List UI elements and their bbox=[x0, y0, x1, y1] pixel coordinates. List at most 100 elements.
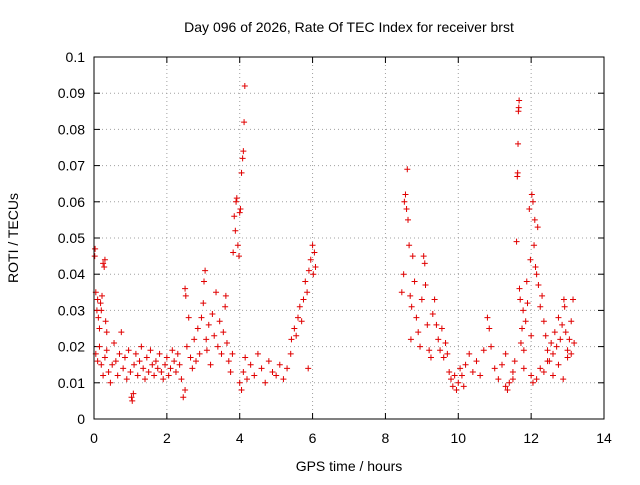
data-point bbox=[564, 347, 571, 354]
data-point bbox=[160, 376, 167, 383]
data-point bbox=[438, 325, 445, 332]
data-point bbox=[125, 347, 132, 354]
y-tick-label: 0.01 bbox=[58, 375, 85, 391]
data-point bbox=[539, 292, 546, 299]
data-point bbox=[433, 321, 440, 328]
data-point bbox=[523, 278, 530, 285]
data-point bbox=[562, 329, 569, 336]
data-point bbox=[236, 379, 243, 386]
data-point bbox=[544, 347, 551, 354]
y-tick-label: 0.09 bbox=[58, 85, 85, 101]
data-point bbox=[189, 365, 196, 372]
data-point bbox=[509, 376, 516, 383]
data-point bbox=[120, 365, 127, 372]
data-point bbox=[254, 350, 261, 357]
data-point bbox=[442, 339, 449, 346]
data-point bbox=[411, 278, 418, 285]
data-point bbox=[406, 242, 413, 249]
data-point bbox=[198, 314, 205, 321]
data-point bbox=[296, 303, 303, 310]
data-point bbox=[403, 206, 410, 213]
data-point bbox=[302, 278, 309, 285]
data-point bbox=[453, 387, 460, 394]
data-point bbox=[202, 267, 209, 274]
data-point bbox=[502, 350, 509, 357]
data-point bbox=[220, 329, 227, 336]
x-tick-label: 4 bbox=[236, 430, 244, 446]
data-point bbox=[174, 350, 181, 357]
data-point bbox=[529, 379, 536, 386]
data-point bbox=[230, 249, 237, 256]
x-tick-label: 8 bbox=[382, 430, 390, 446]
y-tick-label: 0.06 bbox=[58, 194, 85, 210]
x-tick-label: 0 bbox=[90, 430, 98, 446]
data-point bbox=[532, 263, 539, 270]
data-point bbox=[238, 387, 245, 394]
data-point bbox=[151, 372, 158, 379]
data-point bbox=[152, 358, 159, 365]
data-point bbox=[550, 350, 556, 357]
chart-title: Day 096 of 2026, Rate Of TEC Index for r… bbox=[184, 19, 514, 35]
data-point bbox=[424, 321, 431, 328]
data-point bbox=[509, 368, 516, 375]
data-point bbox=[401, 198, 408, 205]
data-point bbox=[100, 372, 107, 379]
data-point bbox=[477, 372, 484, 379]
data-point bbox=[517, 296, 524, 303]
data-point bbox=[435, 336, 442, 343]
data-point bbox=[92, 245, 99, 252]
data-point bbox=[105, 368, 112, 375]
data-point bbox=[528, 332, 535, 339]
data-point bbox=[191, 336, 198, 343]
y-tick-label: 0.04 bbox=[58, 266, 85, 282]
data-point bbox=[180, 394, 187, 401]
data-point bbox=[405, 216, 412, 223]
data-point bbox=[455, 379, 462, 386]
data-point bbox=[418, 296, 425, 303]
data-point bbox=[533, 271, 540, 278]
data-point bbox=[114, 372, 121, 379]
data-point bbox=[232, 227, 239, 234]
data-point bbox=[568, 350, 575, 357]
data-point bbox=[480, 347, 487, 354]
y-tick-label: 0.1 bbox=[66, 49, 86, 65]
data-point bbox=[284, 365, 291, 372]
y-tick-label: 0 bbox=[77, 411, 85, 427]
data-point bbox=[533, 376, 540, 383]
data-point bbox=[273, 372, 280, 379]
data-point bbox=[312, 263, 319, 270]
data-point bbox=[429, 311, 436, 318]
data-point bbox=[156, 350, 163, 357]
data-point bbox=[129, 397, 136, 404]
data-point bbox=[131, 361, 138, 368]
data-point bbox=[182, 292, 189, 299]
data-point bbox=[165, 372, 172, 379]
data-point bbox=[134, 372, 141, 379]
data-point bbox=[415, 329, 422, 336]
data-point bbox=[566, 336, 573, 343]
data-point bbox=[444, 350, 451, 357]
data-point bbox=[118, 329, 125, 336]
data-point bbox=[123, 376, 130, 383]
data-point bbox=[213, 289, 220, 296]
data-point bbox=[458, 372, 465, 379]
data-point bbox=[310, 271, 317, 278]
x-axis-label: GPS time / hours bbox=[296, 458, 403, 474]
data-point bbox=[103, 347, 110, 354]
data-point bbox=[171, 358, 178, 365]
data-point bbox=[101, 354, 108, 361]
data-point bbox=[97, 300, 104, 307]
data-point bbox=[517, 339, 524, 346]
data-point bbox=[548, 339, 555, 346]
data-point bbox=[557, 336, 564, 343]
data-point bbox=[237, 206, 244, 213]
data-point bbox=[182, 285, 189, 292]
data-point bbox=[515, 140, 522, 147]
data-point bbox=[96, 343, 103, 350]
data-point bbox=[262, 379, 269, 386]
data-point bbox=[460, 383, 467, 390]
data-point bbox=[413, 314, 420, 321]
data-point bbox=[269, 368, 276, 375]
data-point bbox=[300, 296, 307, 303]
